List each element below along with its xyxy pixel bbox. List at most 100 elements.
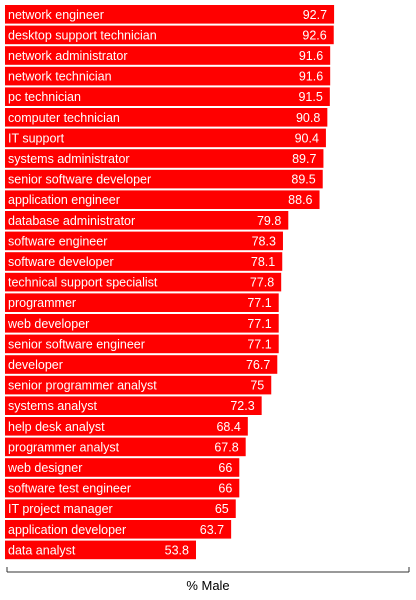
- bar-row: desktop support technician 92.6: [5, 25, 334, 45]
- bar-category-label: application engineer: [8, 193, 120, 207]
- bar-category-label: IT support: [8, 131, 65, 145]
- bar-row: web developer 77.1: [5, 314, 279, 333]
- bar-category-label: web designer: [7, 461, 82, 475]
- bar: [5, 87, 330, 106]
- bar-value-label: 77.1: [247, 317, 271, 331]
- bar-value-label: 78.3: [252, 234, 276, 248]
- bar-category-label: pc technician: [8, 90, 81, 104]
- bar-row: IT project manager 65: [5, 499, 236, 518]
- bar-category-label: network technician: [8, 70, 112, 84]
- bar-row: database administrator 79.8: [5, 211, 289, 230]
- bar-value-label: 72.3: [230, 399, 254, 413]
- bar-row: developer 76.7: [5, 355, 278, 374]
- bar-row: network technician 91.6: [5, 66, 331, 86]
- bar-value-label: 89.5: [291, 173, 315, 187]
- bar: [5, 211, 289, 230]
- bar-value-label: 77.1: [247, 337, 271, 351]
- bar-row: network engineer 92.7: [5, 5, 335, 24]
- bar-row: software developer 78.1: [5, 252, 283, 271]
- bar: [5, 375, 272, 395]
- x-axis-title: % Male: [186, 578, 229, 593]
- bar-row: technical support specialist 77.8: [5, 272, 282, 292]
- bar: [5, 499, 236, 518]
- bar-row: senior programmer analyst 75: [5, 375, 272, 395]
- bar: [5, 149, 324, 168]
- bar-category-label: web developer: [7, 317, 89, 331]
- bar-category-label: software test engineer: [8, 482, 131, 496]
- bar-value-label: 76.7: [246, 358, 270, 372]
- bar-row: help desk analyst 68.4: [5, 417, 248, 436]
- bar-value-label: 88.6: [288, 193, 312, 207]
- bar-value-label: 91.5: [298, 90, 322, 104]
- bar-category-label: data analyst: [8, 543, 76, 557]
- bar-row: computer technician 90.8: [5, 108, 328, 127]
- bar-category-label: developer: [8, 358, 63, 372]
- bar: [5, 128, 326, 148]
- bar: [5, 437, 246, 457]
- bar-row: data analyst 53.8: [5, 540, 196, 560]
- bar: [5, 478, 240, 498]
- bar: [5, 417, 248, 436]
- bar-row: software test engineer 66: [5, 478, 240, 498]
- bar-row: systems administrator 89.7: [5, 149, 324, 168]
- bar: [5, 5, 335, 24]
- bar-value-label: 79.8: [257, 214, 281, 228]
- bar-category-label: software engineer: [8, 234, 107, 248]
- bar-category-label: systems administrator: [8, 152, 130, 166]
- bar-value-label: 90.4: [295, 131, 319, 145]
- bar: [5, 334, 279, 354]
- bar: [5, 46, 331, 65]
- bar-category-label: technical support specialist: [8, 276, 158, 290]
- bar: [5, 272, 282, 292]
- bar-value-label: 92.7: [303, 8, 327, 22]
- bar: [5, 190, 320, 209]
- bar-value-label: 91.6: [299, 70, 323, 84]
- bar-row: IT support 90.4: [5, 128, 326, 148]
- bar-value-label: 65: [215, 502, 229, 516]
- bar-category-label: network engineer: [8, 8, 104, 22]
- bar-value-label: 75: [250, 379, 264, 393]
- bar-category-label: senior software developer: [8, 173, 151, 187]
- bar: [5, 108, 328, 127]
- x-axis: % Male: [6, 567, 410, 593]
- bar-category-label: computer technician: [8, 111, 120, 125]
- bar-value-label: 66: [218, 482, 232, 496]
- bar-category-label: senior programmer analyst: [8, 379, 157, 393]
- bar-value-label: 53.8: [165, 543, 189, 557]
- bar-row: senior software engineer 77.1: [5, 334, 279, 354]
- bar-value-label: 90.8: [296, 111, 320, 125]
- bar: [5, 520, 232, 539]
- bars-layer: network engineer 92.7 desktop support tech…: [5, 5, 335, 560]
- bar: [5, 293, 279, 312]
- bar-row: application engineer 88.6: [5, 190, 320, 209]
- bar-row: network administrator 91.6: [5, 46, 331, 65]
- bar-value-label: 66: [218, 461, 232, 475]
- bar-category-label: programmer analyst: [8, 440, 120, 454]
- bar: [5, 396, 262, 415]
- bar-value-label: 77.8: [250, 276, 274, 290]
- bar: [5, 66, 331, 86]
- bar-row: programmer 77.1: [5, 293, 279, 312]
- bar-value-label: 92.6: [302, 28, 326, 42]
- bar-value-label: 68.4: [216, 420, 240, 434]
- bar-category-label: application developer: [8, 523, 126, 537]
- bar-row: systems analyst 72.3: [5, 396, 262, 415]
- bar-category-label: database administrator: [8, 214, 135, 228]
- bar-category-label: systems analyst: [8, 399, 97, 413]
- bar-category-label: IT project manager: [8, 502, 113, 516]
- bar-value-label: 77.1: [247, 296, 271, 310]
- bar: [5, 252, 283, 271]
- bar-value-label: 78.1: [251, 255, 275, 269]
- bar-category-label: network administrator: [8, 49, 128, 63]
- bar-category-label: software developer: [8, 255, 114, 269]
- bar-row: pc technician 91.5: [5, 87, 330, 106]
- bar: [5, 458, 240, 477]
- bar-category-label: help desk analyst: [8, 420, 105, 434]
- bar: [5, 231, 283, 251]
- bar-value-label: 91.6: [299, 49, 323, 63]
- bar: [5, 355, 278, 374]
- bar: [5, 314, 279, 333]
- bar-value-label: 89.7: [292, 152, 316, 166]
